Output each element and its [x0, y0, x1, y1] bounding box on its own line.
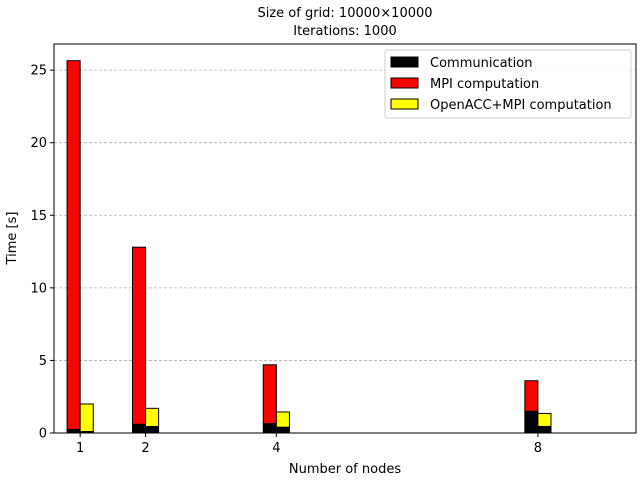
- legend-swatch: [390, 98, 419, 110]
- y-grid: [54, 69, 636, 361]
- mpi-communication-bar: [524, 410, 539, 434]
- openacc-communication-bar: [537, 425, 552, 434]
- legend-box: [384, 49, 632, 119]
- legend-swatch: [390, 77, 419, 89]
- y-axis-label: Time [s]: [5, 212, 20, 266]
- y-tick-label: 5: [39, 354, 47, 369]
- mpi-communication-bar: [262, 423, 277, 434]
- plot-frame: [53, 43, 637, 434]
- y-tick-label: 15: [30, 209, 47, 224]
- legend: Communication MPI computation OpenACC+MPI …: [384, 49, 632, 119]
- openacc-computation-bar: [275, 411, 290, 428]
- openacc-communication-bar: [145, 425, 160, 434]
- legend-swatch: [390, 56, 419, 68]
- mpi-communication-bar: [66, 428, 81, 434]
- legend-label: OpenACC+MPI computation: [430, 98, 612, 113]
- y-tick-label: 10: [30, 281, 47, 296]
- openacc-computation-bar: [79, 403, 94, 433]
- openacc-computation-bar: [537, 412, 552, 427]
- openacc-computation-bar: [145, 407, 160, 427]
- mpi-computation-bar: [66, 60, 81, 430]
- x-tick-label: 1: [76, 441, 84, 456]
- chart-title-line-1: Size of grid: 10000×10000: [257, 6, 432, 21]
- y-tick-label: 25: [30, 64, 47, 79]
- y-tick-label: 0: [39, 427, 47, 442]
- axes: 0 5 10 15 20 25 1 2 4 8: [30, 64, 542, 456]
- x-tick-label: 8: [534, 441, 542, 456]
- x-axis-label: Number of nodes: [289, 462, 401, 477]
- openacc-communication-bar: [275, 426, 290, 434]
- x-tick-label: 2: [141, 441, 149, 456]
- legend-label: Communication: [430, 56, 532, 71]
- legend-label: MPI computation: [430, 77, 539, 92]
- y-tick-label: 20: [30, 136, 47, 151]
- mpi-computation-bar: [524, 380, 539, 412]
- chart-title-line-2: Iterations: 1000: [293, 24, 397, 39]
- mpi-communication-bar: [131, 423, 147, 434]
- mpi-computation-bar: [262, 364, 277, 425]
- mpi-computation-bar: [131, 246, 147, 425]
- x-tick-label: 4: [272, 441, 280, 456]
- bars: [66, 60, 552, 434]
